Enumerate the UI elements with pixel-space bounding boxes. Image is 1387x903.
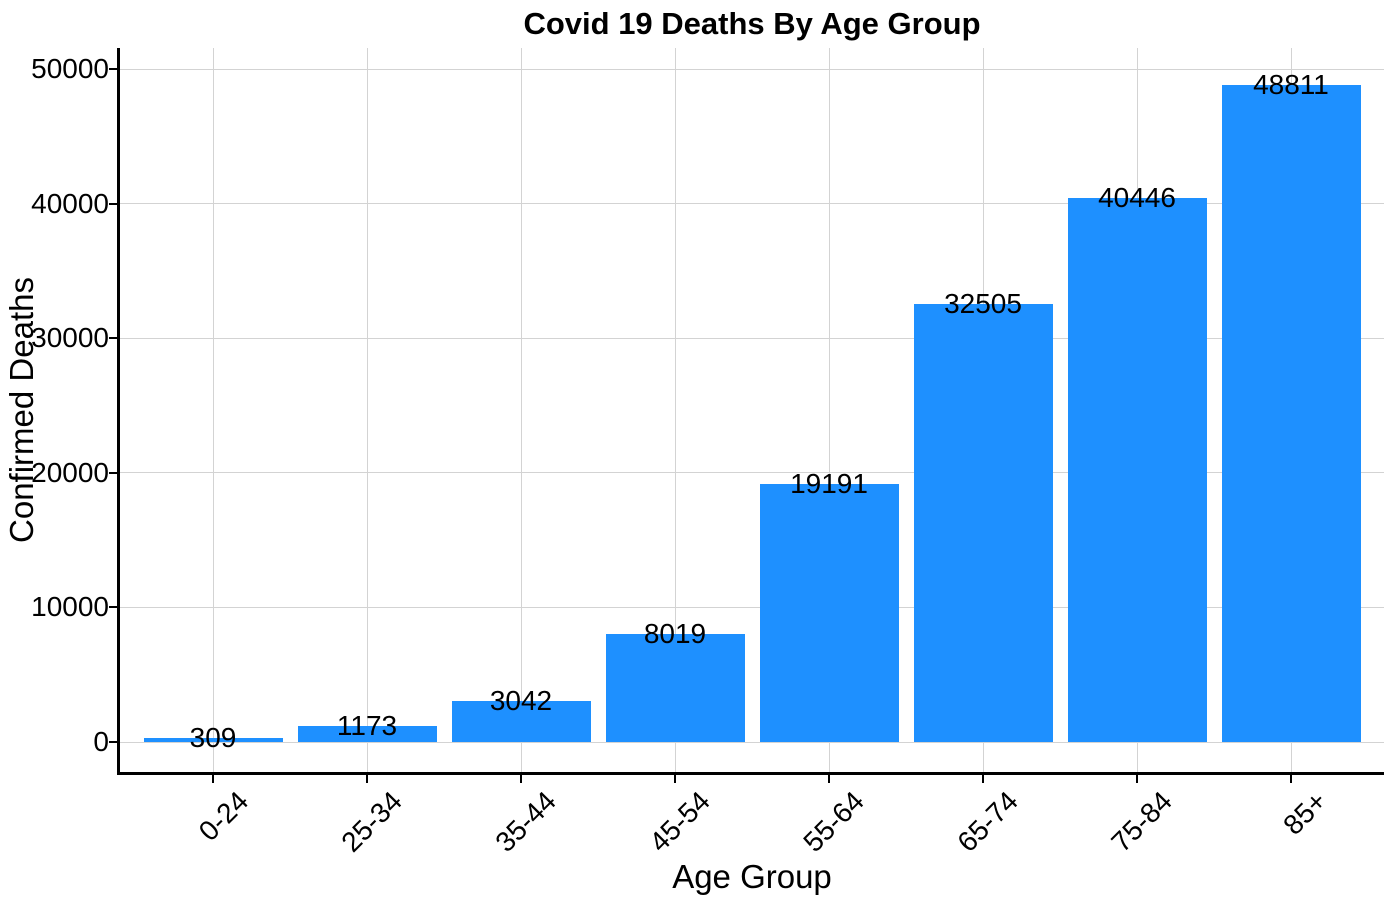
y-tick-label: 0 — [93, 726, 109, 757]
y-axis-line — [117, 48, 120, 775]
x-axis-tick — [1290, 775, 1292, 783]
x-tick-label: 25-34 — [335, 785, 409, 858]
y-axis-tick — [109, 202, 117, 205]
x-tick-label: 65-74 — [951, 785, 1025, 858]
bar-value-label: 40446 — [1098, 181, 1176, 213]
x-axis-tick — [520, 775, 522, 783]
bar-value-label: 48811 — [1253, 69, 1329, 100]
bar-value-label: 1173 — [336, 710, 398, 742]
y-tick-label: 50000 — [31, 53, 109, 84]
bar — [297, 726, 437, 742]
y-axis-tick — [109, 68, 117, 70]
v-gridline — [828, 48, 830, 772]
y-tick-label: 10000 — [31, 591, 109, 623]
x-axis-tick — [674, 775, 676, 783]
x-axis-tick — [982, 775, 984, 783]
bar-value-label: 32505 — [944, 288, 1022, 320]
x-axis-title: Age Group — [672, 858, 832, 895]
bar-value-label: 19191 — [790, 467, 868, 499]
y-axis-tick — [109, 606, 117, 609]
x-axis-tick — [212, 775, 214, 783]
x-tick-label: 45-54 — [643, 785, 717, 858]
bar-value-label: 8019 — [643, 618, 707, 650]
x-axis-tick — [1136, 775, 1138, 783]
h-gridline — [120, 337, 1384, 339]
h-gridline — [120, 68, 1384, 70]
x-axis-tick — [366, 775, 368, 783]
v-gridline — [520, 48, 522, 772]
chart-title: Covid 19 Deaths By Age Group — [523, 6, 981, 41]
x-tick-label: 85+ — [1276, 785, 1333, 841]
bar-value-label: 309 — [189, 721, 237, 753]
y-tick-label: 30000 — [31, 322, 109, 354]
h-gridline — [120, 606, 1384, 608]
bar — [1067, 197, 1207, 742]
bar — [1221, 85, 1361, 742]
bar — [913, 304, 1053, 742]
y-axis-tick — [109, 337, 117, 340]
bar — [759, 483, 899, 742]
h-gridline — [120, 741, 1384, 743]
x-tick-label: 35-44 — [489, 785, 563, 858]
x-tick-label: 55-64 — [797, 785, 871, 858]
bar — [143, 737, 283, 742]
y-tick-label: 20000 — [31, 456, 109, 488]
x-tick-label: 0-24 — [192, 785, 255, 847]
h-gridline — [120, 203, 1384, 205]
y-axis-tick — [109, 741, 117, 743]
h-gridline — [120, 472, 1384, 474]
bar — [605, 634, 745, 742]
v-gridline — [212, 48, 214, 772]
y-axis-tick — [109, 471, 117, 474]
y-tick-label: 40000 — [31, 187, 109, 219]
v-gridline — [366, 48, 368, 772]
bar-value-label: 3042 — [489, 685, 553, 717]
bar — [451, 701, 591, 742]
v-gridline — [674, 48, 676, 772]
x-axis-line — [117, 772, 1384, 775]
x-axis-tick — [828, 775, 830, 783]
x-tick-label: 75-84 — [1105, 785, 1179, 858]
